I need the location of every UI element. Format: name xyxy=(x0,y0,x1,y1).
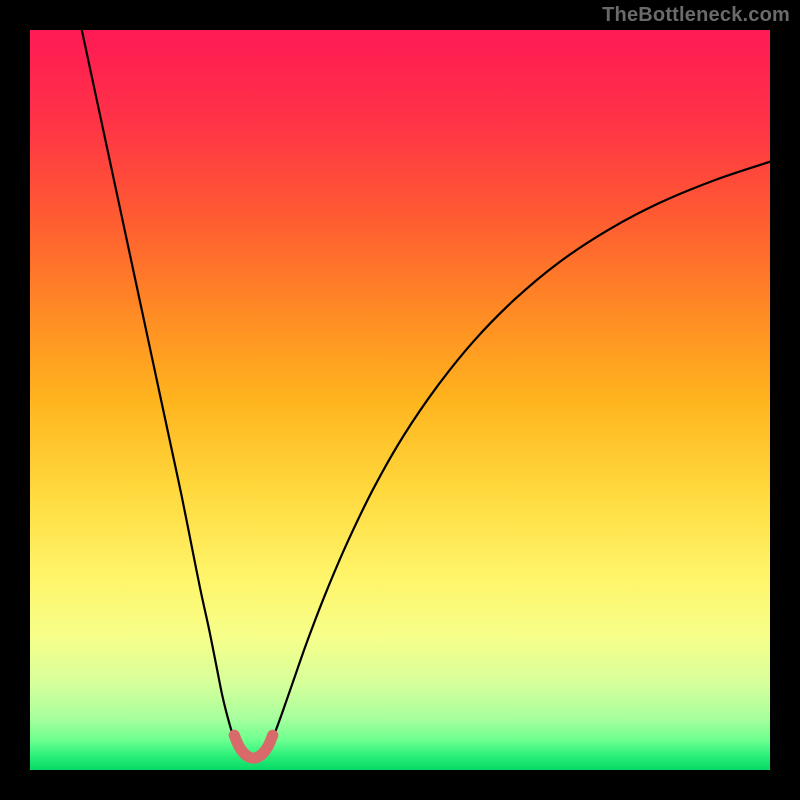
watermark-text: TheBottleneck.com xyxy=(602,4,790,27)
plot-area xyxy=(30,30,770,770)
trough-marker-top xyxy=(234,735,272,758)
chart-outer-frame: TheBottleneck.com xyxy=(0,0,800,800)
curve-left-branch xyxy=(82,30,239,748)
curve-right-branch xyxy=(268,162,770,748)
curve-layer xyxy=(30,30,770,770)
